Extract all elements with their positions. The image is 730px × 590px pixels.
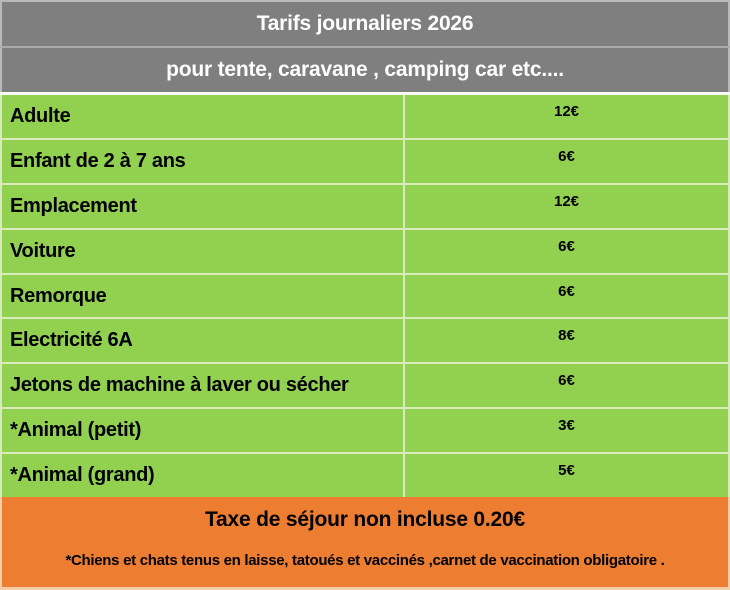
table-row: Enfant de 2 à 7 ans 6€: [2, 137, 728, 183]
table-row: Emplacement 12€: [2, 182, 728, 228]
row-price: 12€: [403, 184, 728, 228]
table-footer: Taxe de séjour non incluse 0.20€ *Chiens…: [0, 497, 730, 590]
animals-note: *Chiens et chats tenus en laisse, tatoué…: [65, 552, 665, 569]
table-row: Jetons de machine à laver ou sécher 6€: [2, 362, 728, 408]
table-row: Voiture 6€: [2, 227, 728, 273]
table-row: Remorque 6€: [2, 272, 728, 318]
row-price: 12€: [403, 95, 728, 138]
header-gap-divider: [0, 92, 730, 95]
row-label: Jetons de machine à laver ou sécher: [10, 374, 349, 397]
row-label: Voiture: [10, 239, 76, 262]
row-label: *Animal (petit): [10, 419, 142, 442]
table-row: Adulte 12€: [2, 95, 728, 138]
row-price: 6€: [403, 139, 728, 183]
header-divider: [0, 46, 730, 48]
tax-note: Taxe de séjour non incluse 0.20€: [204, 508, 525, 531]
row-price: 5€: [403, 454, 728, 498]
row-label: Remorque: [10, 284, 107, 307]
table-row: Electricité 6A 8€: [2, 317, 728, 363]
row-price: 6€: [403, 274, 728, 318]
table-title-text: Tarifs journaliers 2026: [256, 12, 474, 35]
table-row: *Animal (petit) 3€: [2, 407, 728, 453]
row-label: Adulte: [10, 104, 71, 127]
row-label: Emplacement: [10, 194, 137, 217]
price-rows: Adulte 12€ Enfant de 2 à 7 ans 6€ Emplac…: [0, 95, 730, 498]
row-price: 6€: [403, 229, 728, 273]
row-price: 3€: [403, 409, 728, 453]
row-label: Electricité 6A: [10, 329, 133, 352]
table-subtitle: pour tente, caravane , camping car etc..…: [0, 48, 730, 92]
table-row: *Animal (grand) 5€: [2, 452, 728, 498]
table-title: Tarifs journaliers 2026: [0, 0, 730, 46]
row-label: *Animal (grand): [10, 464, 155, 487]
row-label: Enfant de 2 à 7 ans: [10, 149, 186, 172]
row-price: 8€: [403, 319, 728, 363]
row-price: 6€: [403, 364, 728, 408]
table-subtitle-text: pour tente, caravane , camping car etc..…: [166, 58, 564, 81]
